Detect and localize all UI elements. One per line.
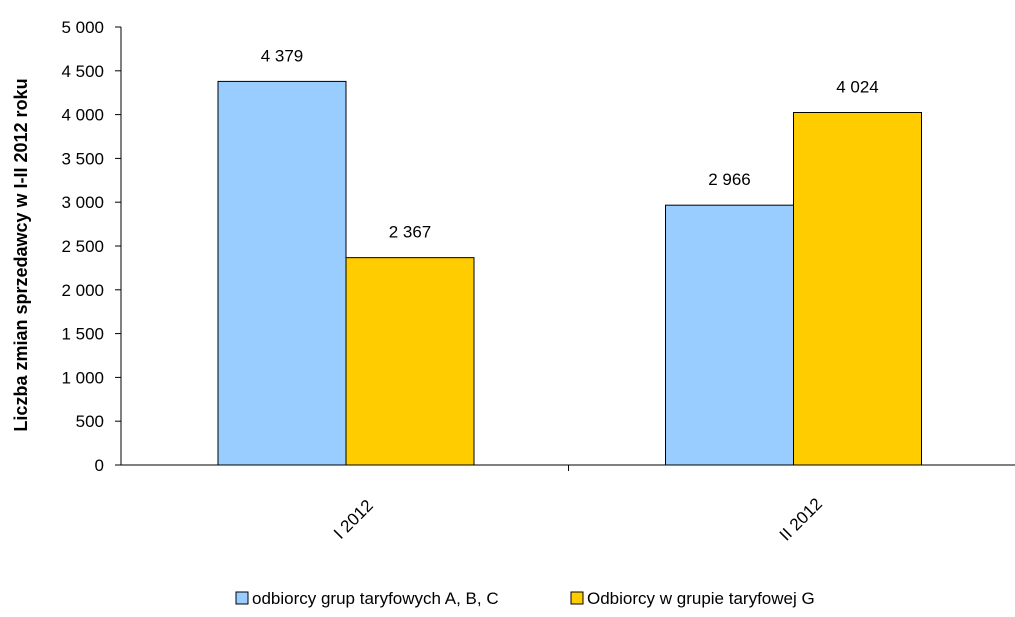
y-tick-label: 2 500 — [61, 237, 104, 256]
y-axis-title: Liczba zmian sprzedawcy w I-II 2012 roku — [11, 78, 31, 431]
legend: odbiorcy grup taryfowych A, B, C Odbiorcy… — [235, 589, 815, 608]
bar-g-1 — [345, 257, 475, 466]
y-tick-label: 1 500 — [61, 325, 104, 344]
legend-label: odbiorcy grup taryfowych A, B, C — [252, 589, 499, 608]
bar-abc-2 — [665, 204, 794, 466]
legend-swatch — [235, 591, 249, 605]
data-label: 2 966 — [708, 170, 751, 189]
y-tick-label: 0 — [95, 456, 104, 475]
y-tick-label: 3 500 — [61, 149, 104, 168]
y-tick-label: 4 000 — [61, 106, 104, 125]
y-tick-label: 5 000 — [61, 18, 104, 37]
x-ticks: I 2012 II 2012 — [330, 465, 826, 545]
data-label: 2 367 — [389, 223, 432, 242]
bar-abc-1 — [217, 80, 347, 466]
y-tick-label: 2 000 — [61, 281, 104, 300]
bars-layer — [217, 80, 922, 466]
legend-swatch — [570, 591, 584, 605]
data-label: 4 024 — [836, 77, 879, 96]
y-tick-label: 3 000 — [61, 193, 104, 212]
data-labels: 4 379 2 367 2 966 4 024 — [261, 46, 879, 241]
y-ticks: 0 500 1 000 1 500 2 000 2 500 3 000 3 500 4 000 4… — [61, 18, 121, 475]
data-label: 4 379 — [261, 46, 304, 65]
x-category-label: I 2012 — [330, 496, 377, 543]
y-tick-label: 1 000 — [61, 368, 104, 387]
y-tick-label: 4 500 — [61, 62, 104, 81]
x-category-label: II 2012 — [776, 494, 826, 544]
bar-g-2 — [793, 111, 922, 466]
y-tick-label: 500 — [76, 412, 104, 431]
legend-label: Odbiorcy w grupie taryfowej G — [587, 589, 815, 608]
